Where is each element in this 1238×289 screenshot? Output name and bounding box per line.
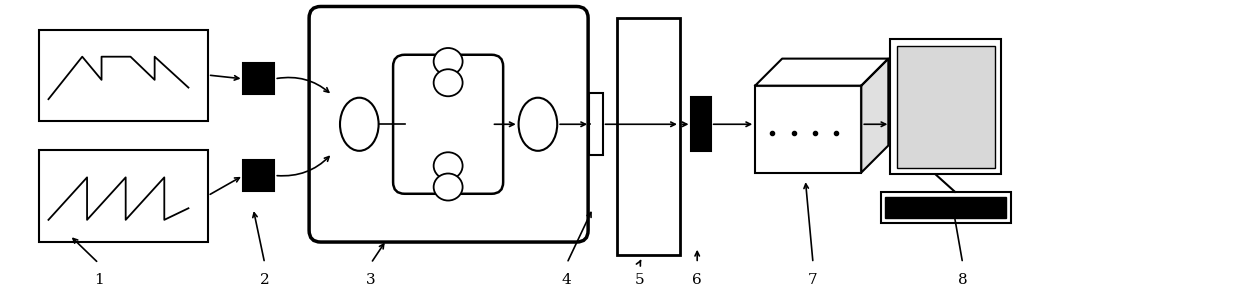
FancyBboxPatch shape xyxy=(691,97,711,151)
FancyBboxPatch shape xyxy=(310,6,588,242)
Ellipse shape xyxy=(433,48,463,75)
Text: 7: 7 xyxy=(808,273,818,287)
FancyBboxPatch shape xyxy=(755,86,862,173)
Polygon shape xyxy=(862,59,889,173)
FancyBboxPatch shape xyxy=(890,39,1002,175)
Text: 2: 2 xyxy=(260,273,270,287)
FancyBboxPatch shape xyxy=(244,64,275,94)
Text: 5: 5 xyxy=(634,273,644,287)
FancyBboxPatch shape xyxy=(617,18,680,255)
Text: 4: 4 xyxy=(562,273,572,287)
FancyBboxPatch shape xyxy=(880,192,1011,223)
Text: 1: 1 xyxy=(94,273,104,287)
FancyBboxPatch shape xyxy=(394,55,503,194)
Text: 8: 8 xyxy=(958,273,967,287)
FancyBboxPatch shape xyxy=(244,160,275,191)
FancyBboxPatch shape xyxy=(589,93,603,155)
FancyBboxPatch shape xyxy=(38,150,208,242)
Ellipse shape xyxy=(433,69,463,96)
FancyBboxPatch shape xyxy=(898,46,994,168)
Text: 6: 6 xyxy=(692,273,702,287)
Text: 3: 3 xyxy=(366,273,375,287)
Ellipse shape xyxy=(340,98,379,151)
FancyBboxPatch shape xyxy=(38,30,208,121)
Ellipse shape xyxy=(433,152,463,179)
Ellipse shape xyxy=(433,173,463,201)
Ellipse shape xyxy=(519,98,557,151)
Polygon shape xyxy=(755,59,889,86)
FancyBboxPatch shape xyxy=(885,197,1006,218)
